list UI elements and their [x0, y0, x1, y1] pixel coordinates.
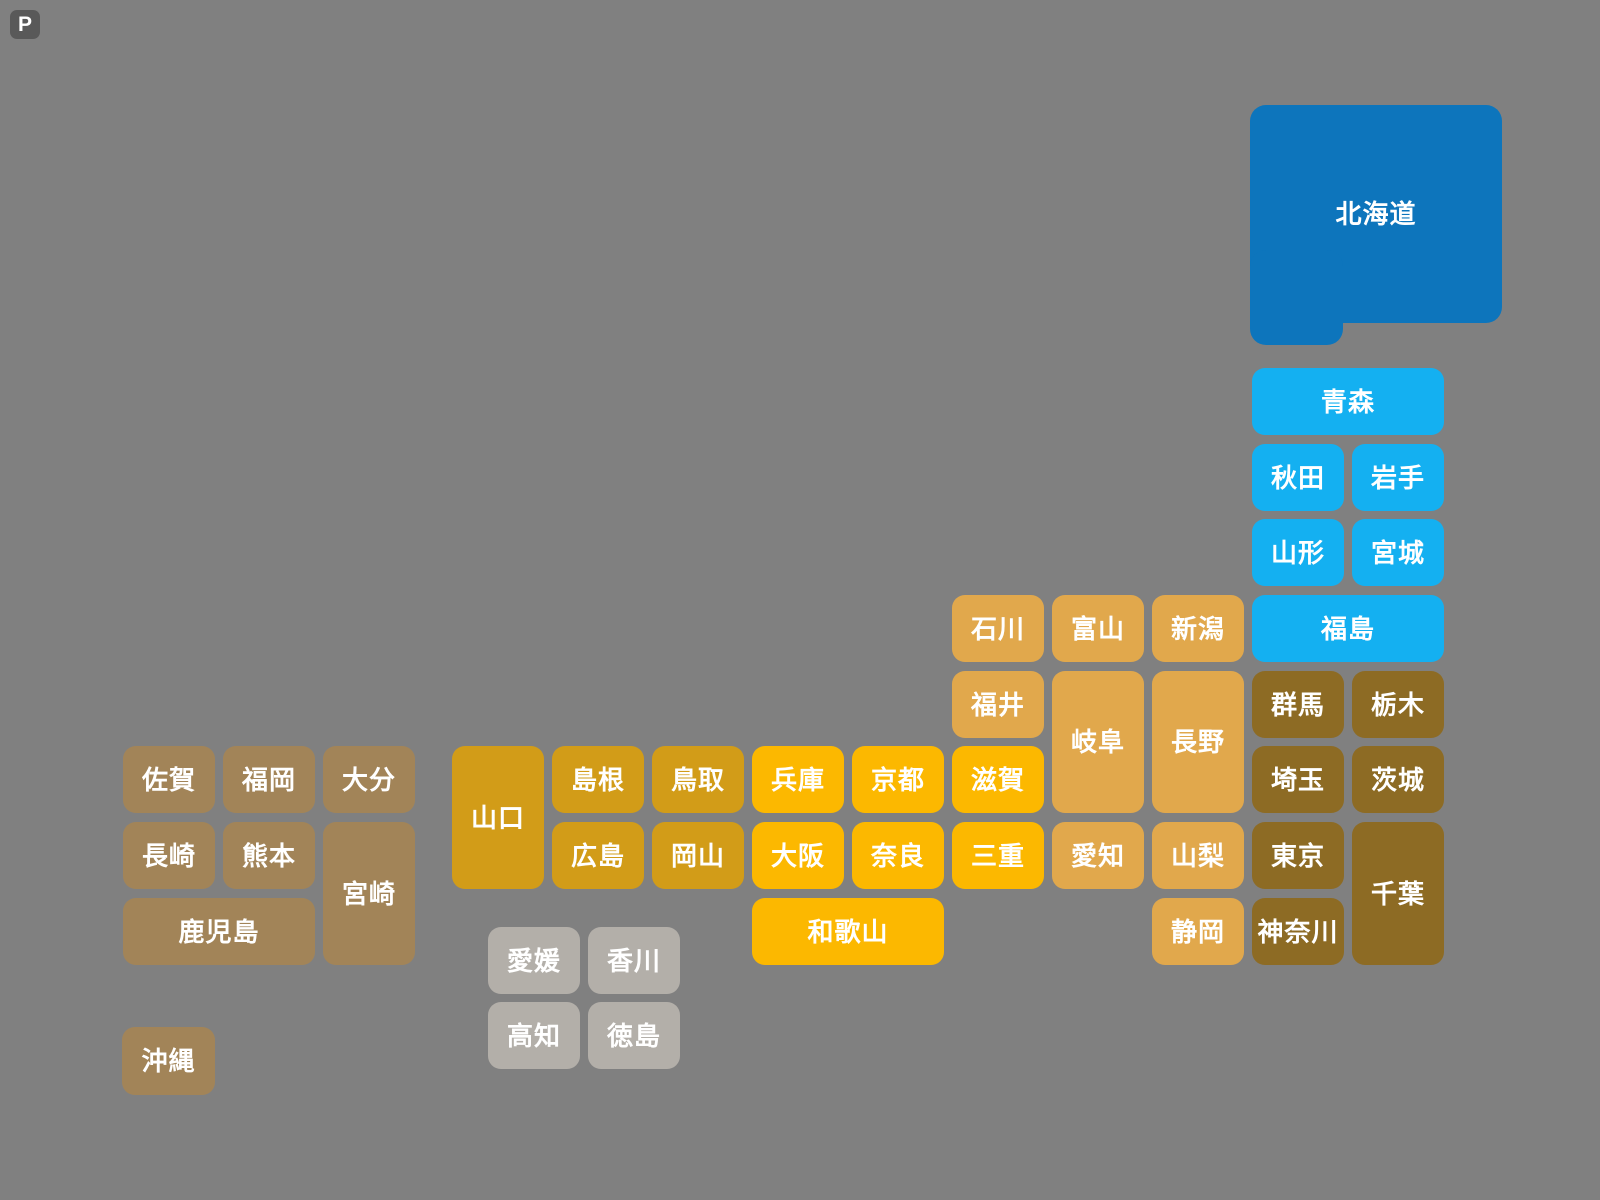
tile-nagano[interactable]: 長野	[1152, 671, 1244, 813]
tile-tottori[interactable]: 鳥取	[652, 746, 744, 813]
tile-yamagata[interactable]: 山形	[1252, 519, 1344, 586]
tile-toyama[interactable]: 富山	[1052, 595, 1144, 662]
tile-nagasaki[interactable]: 長崎	[123, 822, 215, 889]
tile-nara[interactable]: 奈良	[852, 822, 944, 889]
prefecture-label: 新潟	[1170, 613, 1225, 644]
tile-niigata[interactable]: 新潟	[1152, 595, 1244, 662]
prefecture-label: 岩手	[1370, 462, 1425, 493]
tile-hiroshima[interactable]: 広島	[552, 822, 644, 889]
prefecture-label: 三重	[970, 840, 1025, 871]
prefecture-label: 栃木	[1370, 689, 1425, 720]
prefecture-label: 沖縄	[141, 1046, 196, 1076]
tile-tochigi[interactable]: 栃木	[1352, 671, 1444, 738]
tile-okinawa[interactable]: 沖縄	[122, 1027, 215, 1095]
tile-miyagi[interactable]: 宮城	[1352, 519, 1444, 586]
prefecture-label: 香川	[606, 945, 661, 976]
tile-fukushima[interactable]: 福島	[1252, 595, 1444, 662]
prefecture-label: 北海道	[1335, 199, 1417, 229]
prefecture-label: 山口	[470, 802, 525, 833]
prefecture-label: 高知	[506, 1020, 561, 1051]
tile-miyazaki[interactable]: 宮崎	[323, 822, 415, 965]
tile-kochi[interactable]: 高知	[488, 1002, 580, 1069]
prefecture-label: 長崎	[141, 840, 196, 871]
prefecture-label: 東京	[1270, 840, 1325, 871]
prefecture-label: 熊本	[241, 840, 296, 871]
hokkaido-label-area: 北海道	[1250, 105, 1502, 323]
prefecture-label: 宮城	[1370, 537, 1425, 568]
prefecture-label: 徳島	[606, 1020, 661, 1051]
tile-tokushima[interactable]: 徳島	[588, 1002, 680, 1069]
tile-saitama[interactable]: 埼玉	[1252, 746, 1344, 813]
prefecture-label: 岡山	[670, 840, 725, 871]
prefecture-label: 石川	[970, 613, 1025, 644]
tile-yamaguchi[interactable]: 山口	[452, 746, 544, 889]
tile-saga[interactable]: 佐賀	[123, 746, 215, 813]
tile-ehime[interactable]: 愛媛	[488, 927, 580, 994]
prefecture-label: 埼玉	[1270, 764, 1325, 795]
prefecture-label: 長野	[1170, 727, 1225, 757]
tile-tokyo[interactable]: 東京	[1252, 822, 1344, 889]
prefecture-label: 岐阜	[1070, 727, 1125, 757]
tile-kagawa[interactable]: 香川	[588, 927, 680, 994]
tile-kanagawa[interactable]: 神奈川	[1252, 898, 1344, 965]
prefecture-label: 茨城	[1370, 764, 1425, 795]
app-logo-badge: P	[10, 10, 40, 39]
prefecture-label: 神奈川	[1257, 916, 1339, 947]
hokkaido-tab-shape	[1250, 250, 1343, 345]
tile-okayama[interactable]: 岡山	[652, 822, 744, 889]
tile-shimane[interactable]: 島根	[552, 746, 644, 813]
tile-akita[interactable]: 秋田	[1252, 444, 1344, 511]
prefecture-label: 島根	[570, 764, 625, 795]
prefecture-label: 大分	[341, 764, 396, 795]
prefecture-label: 愛知	[1070, 840, 1125, 871]
prefecture-label: 和歌山	[807, 916, 889, 947]
tile-aichi[interactable]: 愛知	[1052, 822, 1144, 889]
prefecture-label: 奈良	[870, 840, 925, 871]
tile-hyogo[interactable]: 兵庫	[752, 746, 844, 813]
prefecture-label: 大阪	[770, 840, 825, 871]
prefecture-label: 山形	[1270, 537, 1325, 568]
prefecture-label: 鹿児島	[178, 916, 260, 947]
prefecture-label: 群馬	[1270, 689, 1325, 720]
prefecture-label: 千葉	[1370, 878, 1425, 909]
prefecture-label: 佐賀	[141, 764, 196, 795]
tile-ibaraki[interactable]: 茨城	[1352, 746, 1444, 813]
prefecture-label: 福岡	[241, 764, 296, 795]
tile-gifu[interactable]: 岐阜	[1052, 671, 1144, 813]
prefecture-label: 滋賀	[970, 764, 1025, 795]
tile-osaka[interactable]: 大阪	[752, 822, 844, 889]
prefecture-label: 山梨	[1170, 840, 1225, 871]
tile-kagoshima[interactable]: 鹿児島	[123, 898, 315, 965]
tile-shiga[interactable]: 滋賀	[952, 746, 1044, 813]
prefecture-label: 宮崎	[341, 878, 396, 909]
tile-oita[interactable]: 大分	[323, 746, 415, 813]
tile-wakayama[interactable]: 和歌山	[752, 898, 944, 965]
tile-fukuoka[interactable]: 福岡	[223, 746, 315, 813]
tile-yamanashi[interactable]: 山梨	[1152, 822, 1244, 889]
prefecture-label: 福井	[970, 689, 1025, 720]
tile-iwate[interactable]: 岩手	[1352, 444, 1444, 511]
tile-shizuoka[interactable]: 静岡	[1152, 898, 1244, 965]
prefecture-label: 静岡	[1170, 916, 1225, 947]
prefecture-label: 秋田	[1270, 462, 1325, 493]
tile-kyoto[interactable]: 京都	[852, 746, 944, 813]
tile-chiba[interactable]: 千葉	[1352, 822, 1444, 965]
prefecture-label: 広島	[570, 840, 625, 871]
prefecture-label: 青森	[1320, 386, 1375, 417]
tile-mie[interactable]: 三重	[952, 822, 1044, 889]
prefecture-label: 愛媛	[506, 945, 561, 976]
tile-gunma[interactable]: 群馬	[1252, 671, 1344, 738]
tile-kumamoto[interactable]: 熊本	[223, 822, 315, 889]
prefecture-label: 富山	[1070, 613, 1125, 644]
prefecture-label: 鳥取	[670, 764, 725, 795]
prefecture-label: 京都	[870, 764, 925, 795]
prefecture-label: 福島	[1320, 613, 1375, 644]
tile-aomori[interactable]: 青森	[1252, 368, 1444, 435]
tile-fukui[interactable]: 福井	[952, 671, 1044, 738]
prefecture-label: 兵庫	[770, 764, 825, 795]
tile-ishikawa[interactable]: 石川	[952, 595, 1044, 662]
